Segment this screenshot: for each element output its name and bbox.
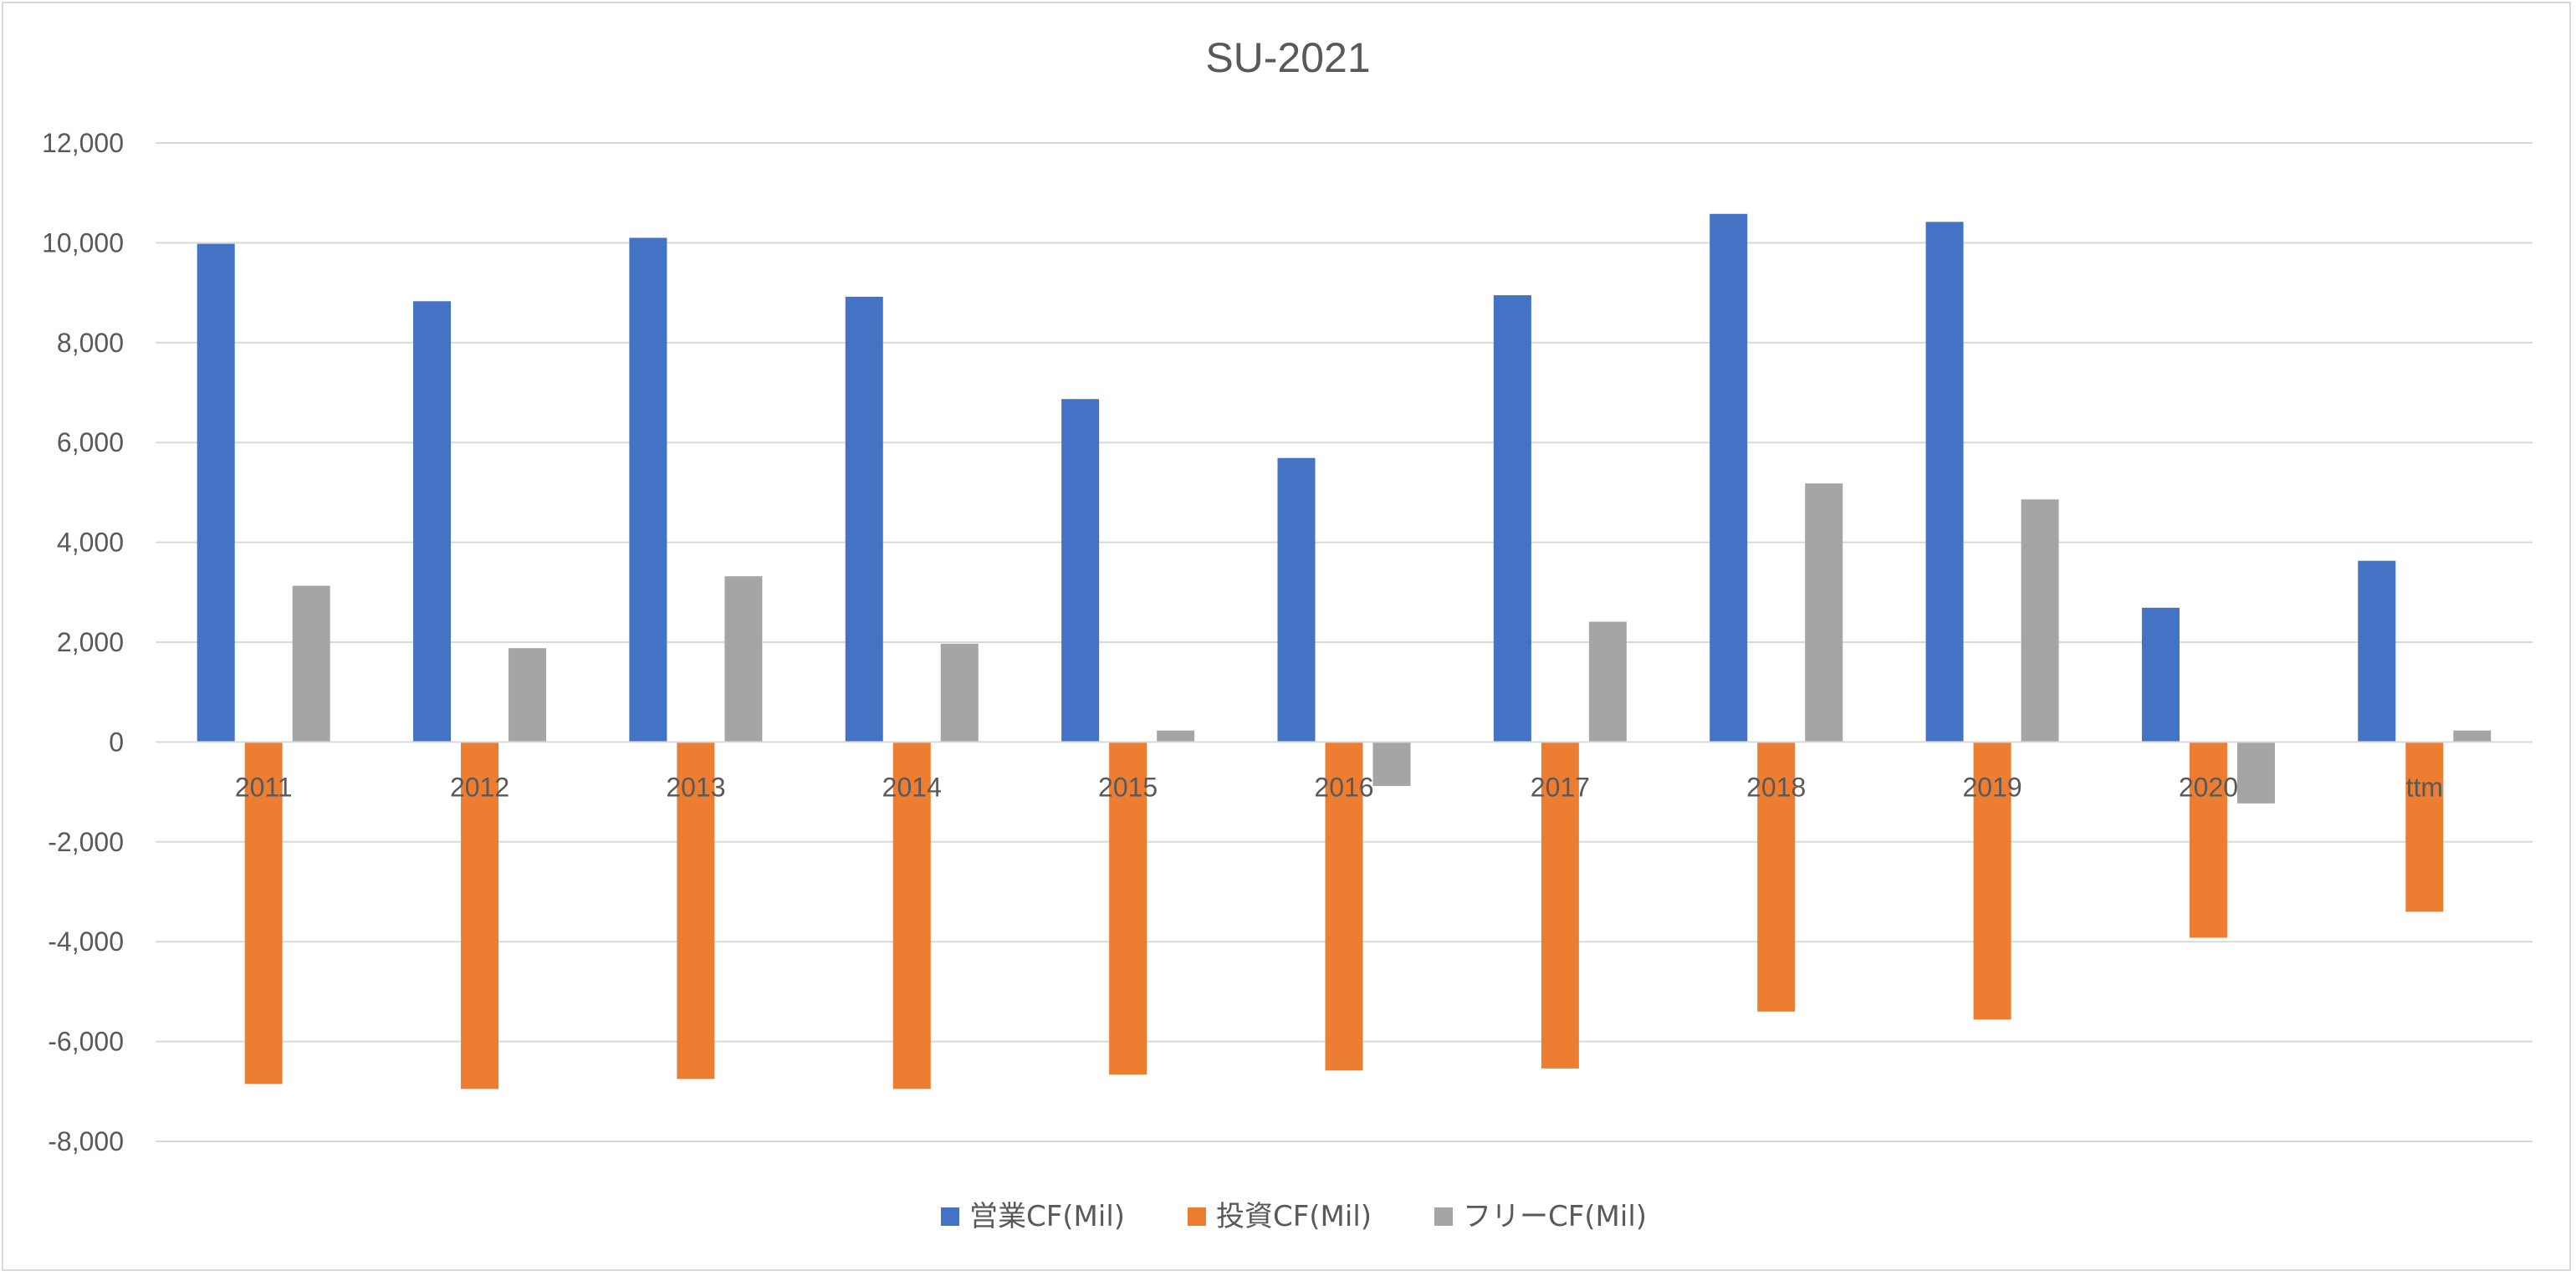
bar-2011-series1 (197, 243, 235, 743)
x-tick-label: 2016 (1314, 772, 1373, 802)
bar-ttm-series2 (2405, 742, 2444, 912)
bar-2013-series1 (629, 237, 667, 743)
x-tick-label: 2015 (1098, 772, 1158, 802)
y-tick-label: 6,000 (57, 427, 124, 457)
y-tick-label: 2,000 (57, 627, 124, 657)
bar-2017-series2 (1541, 742, 1579, 1069)
x-axis-ticks: 2011 2012 2013 2014 2015 2016 2017 2018 2019 2020… (235, 772, 2443, 802)
bar-2019-series3 (2021, 499, 2059, 743)
chart-title: SU-2021 (1205, 34, 1371, 81)
y-tick-label: 12,000 (42, 128, 124, 158)
bar-2020-series2 (2189, 742, 2227, 938)
y-tick-label: 10,000 (42, 227, 124, 258)
x-tick-label: 2013 (666, 772, 725, 802)
bar-2015-series2 (1109, 742, 1147, 1075)
bar-2018-series2 (1757, 742, 1796, 1012)
x-tick-label: 2014 (882, 772, 942, 802)
legend-swatch (1188, 1207, 1206, 1226)
legend-swatch (941, 1207, 959, 1226)
bar-2020-series1 (2141, 607, 2180, 743)
legend-label: 営業CF(Mil) (969, 1200, 1125, 1233)
bar-2011-series3 (292, 585, 330, 743)
y-axis-ticks: 12,000 10,000 8,000 6,000 4,000 2,000 0 -2,000 -… (42, 128, 124, 1156)
bar-ttm-series3 (2453, 730, 2492, 743)
legend-swatch (1434, 1207, 1453, 1226)
bar-2018-series3 (1805, 483, 1843, 743)
bar-2014-series2 (892, 742, 931, 1090)
bar-2013-series2 (677, 742, 715, 1079)
x-tick-label: 2011 (235, 772, 293, 802)
bar-2012-series1 (413, 301, 452, 743)
legend-label: 投資CF(Mil) (1216, 1200, 1372, 1233)
bar-2015-series3 (1157, 730, 1195, 743)
legend-label: フリーCF(Mil) (1463, 1200, 1647, 1233)
bar-2014-series1 (845, 296, 883, 743)
x-tick-label: 2018 (1746, 772, 1806, 802)
y-tick-label: -4,000 (48, 926, 124, 957)
x-tick-label: 2020 (2179, 772, 2238, 802)
y-tick-label: -2,000 (48, 827, 124, 857)
bar-2015-series1 (1061, 399, 1100, 743)
bar-2012-series3 (509, 648, 547, 743)
y-tick-label: 8,000 (57, 328, 124, 358)
x-tick-label: 2017 (1531, 772, 1590, 802)
bar-2013-series3 (724, 576, 763, 743)
y-tick-label: 0 (109, 727, 124, 757)
bar-2011-series2 (244, 742, 283, 1085)
y-tick-label: -6,000 (48, 1027, 124, 1057)
bar-ttm-series1 (2358, 560, 2396, 743)
bars (197, 213, 2492, 1090)
bar-2016-series2 (1325, 742, 1363, 1071)
bar-2017-series1 (1493, 295, 1531, 743)
bar-2012-series2 (461, 742, 499, 1090)
bar-2014-series3 (940, 643, 979, 743)
bar-2017-series3 (1588, 621, 1627, 743)
bar-2018-series1 (1710, 213, 1748, 743)
y-tick-label: 4,000 (57, 528, 124, 558)
bar-2016-series3 (1372, 742, 1411, 786)
bar-2020-series3 (2236, 742, 2275, 804)
legend: 営業CF(Mil) 投資CF(Mil) フリーCF(Mil) (941, 1200, 1647, 1233)
bar-2016-series1 (1277, 457, 1316, 743)
x-tick-label: 2012 (450, 772, 509, 802)
y-tick-label: -8,000 (48, 1126, 124, 1156)
bar-2019-series1 (1925, 222, 1964, 743)
x-tick-label: ttm (2406, 772, 2443, 802)
x-tick-label: 2019 (1962, 772, 2021, 802)
bar-2019-series2 (1973, 742, 2011, 1020)
